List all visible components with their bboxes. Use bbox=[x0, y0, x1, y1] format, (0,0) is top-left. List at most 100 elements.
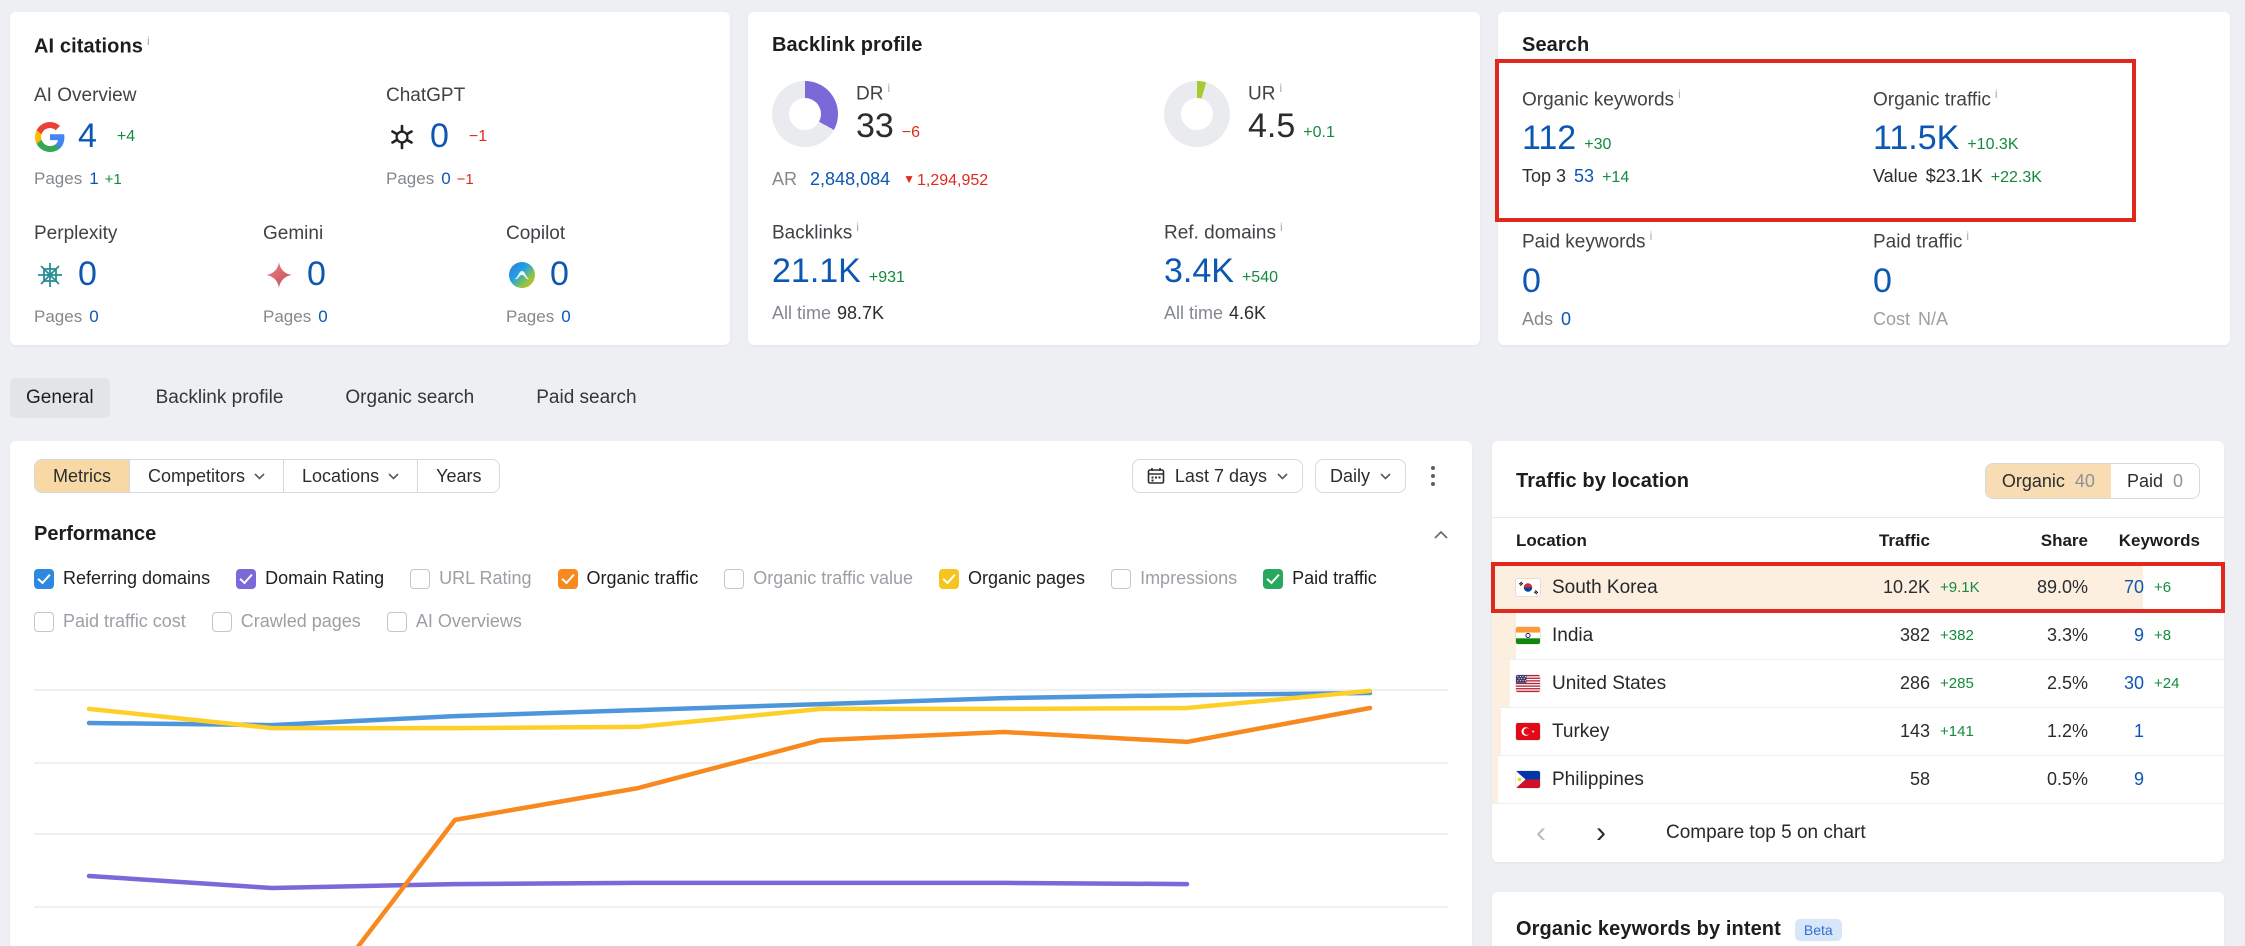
report-tabs: General Backlink profile Organic search Pai… bbox=[10, 377, 2245, 419]
checkbox-unchecked-icon[interactable] bbox=[386, 611, 407, 632]
citations-value: 0 bbox=[430, 117, 449, 156]
location-row-south-korea[interactable]: South Korea 10.2K +9.1K 89.0% 70 +6 bbox=[1491, 562, 2225, 613]
info-icon[interactable]: i bbox=[147, 34, 150, 48]
organic-keywords-value[interactable]: 112 +30 bbox=[1522, 119, 1612, 158]
keywords-by-intent-title: Organic keywords by intent bbox=[1516, 918, 1781, 940]
segment-years[interactable]: Years bbox=[417, 460, 500, 492]
checkbox-url-rating[interactable]: URL Rating bbox=[410, 568, 532, 589]
chevron-down-icon bbox=[254, 472, 265, 480]
citations-value: 4 bbox=[78, 117, 97, 156]
info-icon[interactable]: i bbox=[856, 220, 859, 234]
citations-value: 0 bbox=[78, 255, 97, 294]
info-icon[interactable]: i bbox=[887, 81, 891, 95]
ur-value: 4.5 +0.1 bbox=[1248, 107, 1335, 146]
info-icon[interactable]: i bbox=[1994, 87, 1998, 101]
beta-badge: Beta bbox=[1794, 918, 1842, 941]
checkbox-organic-pages[interactable]: Organic pages bbox=[938, 568, 1086, 589]
checkbox-crawled-pages[interactable]: Crawled pages bbox=[211, 611, 361, 632]
segment-competitors[interactable]: Competitors bbox=[129, 460, 284, 492]
checkbox-label: Impressions bbox=[1140, 568, 1238, 588]
ai-source-label: Copilot bbox=[506, 222, 566, 244]
checkbox-referring-domains[interactable]: Referring domains bbox=[34, 568, 210, 589]
checkbox-checked-icon[interactable] bbox=[557, 568, 578, 589]
tab-paid-search[interactable]: Paid search bbox=[536, 387, 637, 408]
ar-value[interactable]: 2,848,084 bbox=[810, 169, 891, 189]
checkbox-paid-traffic-cost[interactable]: Paid traffic cost bbox=[34, 611, 186, 632]
pages-delta: +1 bbox=[104, 170, 122, 188]
checkbox-label: Organic traffic bbox=[586, 568, 699, 588]
granularity-button[interactable]: Daily bbox=[1314, 459, 1406, 493]
toggle-organic[interactable]: Organic 40 bbox=[1985, 464, 2111, 498]
info-icon[interactable]: i bbox=[1279, 220, 1283, 234]
backlinks-alltime: All time 98.7K bbox=[772, 303, 885, 324]
tab-general[interactable]: General bbox=[10, 378, 110, 418]
checkbox-label: URL Rating bbox=[439, 568, 532, 588]
checkbox-checked-icon[interactable] bbox=[34, 568, 54, 589]
info-icon[interactable]: i bbox=[1966, 229, 1970, 244]
segment-metrics[interactable]: Metrics bbox=[35, 460, 129, 492]
ai-citations-grid: AI Overview 4 +4 Pages 1 +1 ChatGPT 0 −1 Pages 0 −1… bbox=[34, 85, 706, 327]
keywords-value[interactable]: 70 bbox=[2123, 577, 2144, 597]
flag-icon bbox=[1515, 770, 1541, 789]
ai-citation-item-perplexity: Perplexity 0 Pages 0 bbox=[34, 223, 263, 327]
keywords-value[interactable]: 9 bbox=[2133, 625, 2144, 645]
checkbox-checked-icon[interactable] bbox=[236, 568, 257, 589]
checkbox-impressions[interactable]: Impressions bbox=[1111, 568, 1237, 589]
traffic-delta: +141 bbox=[1940, 723, 1974, 740]
kebab-menu-icon[interactable] bbox=[1418, 459, 1448, 493]
segment-locations[interactable]: Locations bbox=[283, 460, 418, 492]
info-icon[interactable]: i bbox=[1649, 229, 1653, 244]
checkbox-ai-overviews[interactable]: AI Overviews bbox=[386, 611, 522, 632]
traffic-value: 58 bbox=[1909, 769, 1930, 789]
flag-icon bbox=[1515, 722, 1541, 741]
citations-value: 0 bbox=[307, 255, 326, 294]
info-icon[interactable]: i bbox=[1678, 87, 1681, 101]
checkbox-unchecked-icon[interactable] bbox=[34, 611, 54, 632]
keywords-value[interactable]: 9 bbox=[2133, 769, 2144, 789]
checkbox-paid-traffic[interactable]: Paid traffic bbox=[1263, 568, 1377, 589]
tab-organic-search[interactable]: Organic search bbox=[345, 387, 475, 408]
toggle-paid[interactable]: Paid 0 bbox=[2110, 464, 2199, 498]
checkbox-organic-traffic[interactable]: Organic traffic bbox=[557, 568, 699, 589]
share-bar bbox=[1492, 612, 1517, 659]
checkbox-unchecked-icon[interactable] bbox=[724, 568, 745, 589]
tab-backlink-profile[interactable]: Backlink profile bbox=[155, 387, 284, 408]
checkbox-unchecked-icon[interactable] bbox=[1111, 568, 1132, 589]
organic-traffic-value[interactable]: 11.5K +10.3K bbox=[1873, 119, 2019, 158]
location-row-philippines[interactable]: Philippines 58 0.5% 9 bbox=[1492, 756, 2224, 804]
flag-icon bbox=[1515, 626, 1541, 645]
location-row-united-states[interactable]: United States 286 +285 2.5% 30 +24 bbox=[1492, 660, 2224, 708]
checkbox-label: Organic traffic value bbox=[753, 568, 913, 588]
pages-line: Pages 0 bbox=[506, 306, 571, 326]
checkbox-domain-rating[interactable]: Domain Rating bbox=[236, 568, 384, 589]
location-row-india[interactable]: India 382 +382 3.3% 9 +8 bbox=[1492, 612, 2224, 660]
chart-toolbar: Metrics Competitors Locations Years Last 7 … bbox=[34, 459, 1448, 493]
backlink-profile-title: Backlink profile bbox=[772, 34, 923, 56]
checkbox-unchecked-icon[interactable] bbox=[410, 568, 431, 589]
backlinks-value[interactable]: 21.1K +931 bbox=[772, 252, 905, 291]
keywords-value[interactable]: 1 bbox=[2133, 721, 2144, 741]
location-table-header: Location Traffic Share Keywords bbox=[1516, 531, 2200, 550]
checkbox-checked-icon[interactable] bbox=[938, 568, 959, 589]
collapse-section-button[interactable] bbox=[1434, 530, 1448, 539]
checkbox-organic-traffic-value[interactable]: Organic traffic value bbox=[724, 568, 913, 589]
checkbox-label: Organic pages bbox=[967, 568, 1086, 588]
info-icon[interactable]: i bbox=[1279, 81, 1283, 95]
checkbox-unchecked-icon[interactable] bbox=[211, 611, 232, 632]
date-range-button[interactable]: Last 7 days bbox=[1131, 459, 1303, 493]
ai-citations-card: AI citations i AI Overview 4 +4 Pages 1 +1 Chat… bbox=[10, 12, 730, 345]
performance-card: Metrics Competitors Locations Years Last 7 … bbox=[10, 441, 1472, 946]
performance-chart[interactable] bbox=[34, 660, 1448, 946]
checkbox-label: Paid traffic bbox=[1292, 568, 1377, 588]
prev-page-button[interactable]: ‹ bbox=[1530, 818, 1552, 848]
next-page-button[interactable]: › bbox=[1590, 818, 1612, 848]
checkbox-label: Paid traffic cost bbox=[63, 611, 186, 631]
ref-domains-value[interactable]: 3.4K +540 bbox=[1164, 252, 1278, 291]
checkbox-checked-icon[interactable] bbox=[1263, 568, 1284, 589]
ur-label: UR i bbox=[1248, 81, 1283, 105]
keywords-value[interactable]: 30 bbox=[2123, 673, 2144, 693]
series-line-domain-rating bbox=[86, 873, 1190, 891]
keywords-delta: +24 bbox=[2154, 675, 2180, 692]
compare-top5-link[interactable]: Compare top 5 on chart bbox=[1666, 822, 1866, 843]
location-row-turkey[interactable]: Turkey 143 +141 1.2% 1 bbox=[1492, 708, 2224, 756]
